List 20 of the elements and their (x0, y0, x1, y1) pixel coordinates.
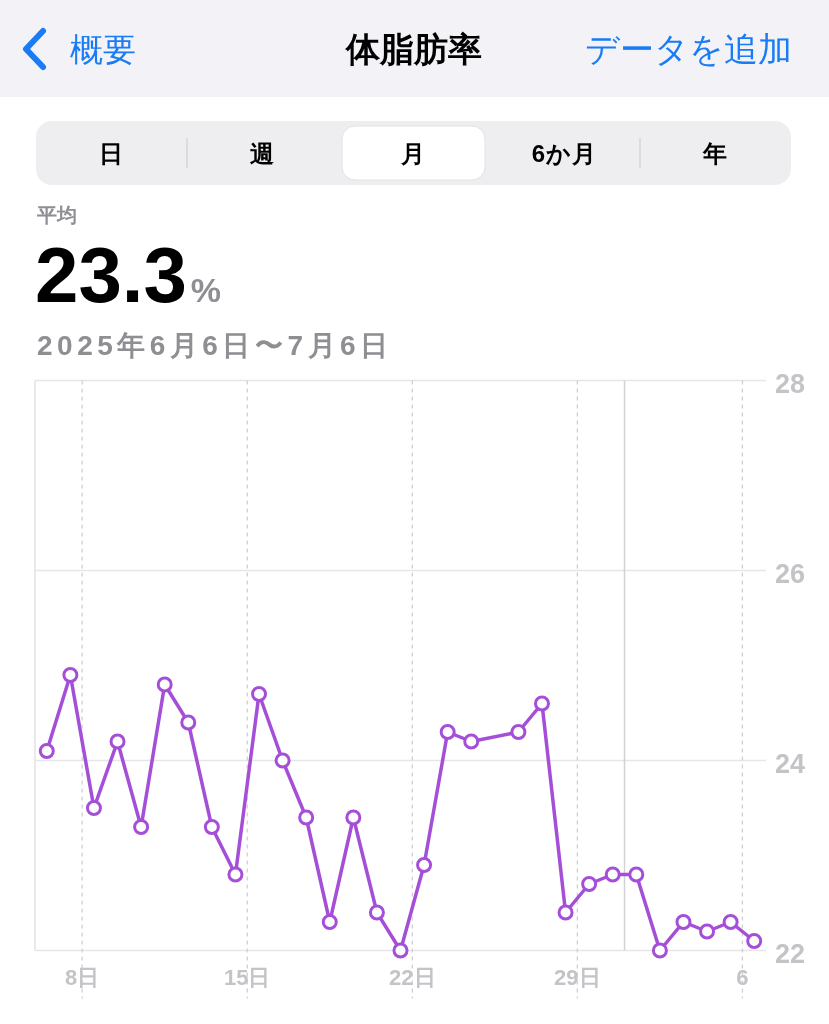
x-tick-label: 22日 (389, 965, 436, 990)
y-tick-label: 24 (775, 748, 806, 779)
text: 概要 (70, 31, 136, 68)
chart-title: 体脂肪率 (345, 30, 482, 68)
x-tick-label: 6 (736, 965, 749, 990)
y-tick-label: 26 (775, 558, 806, 589)
chart-subtitle: 2025年6月6日〜7月6日 (37, 330, 393, 361)
x-tick-label: 15日 (223, 965, 271, 990)
text: 平均 (36, 204, 77, 226)
text: データを追加 (585, 30, 792, 68)
y-tick-label: 28 (775, 368, 806, 399)
text: 6か月 (531, 140, 598, 167)
y-tick-label: 22 (775, 938, 806, 969)
text: 23.3% (35, 231, 222, 319)
x-tick-label: 8日 (65, 965, 100, 990)
text: 年 (702, 140, 728, 167)
text: 月 (400, 140, 426, 167)
text: 日 (99, 140, 124, 167)
text: 週 (250, 140, 275, 167)
x-tick-label: 29日 (554, 965, 601, 990)
